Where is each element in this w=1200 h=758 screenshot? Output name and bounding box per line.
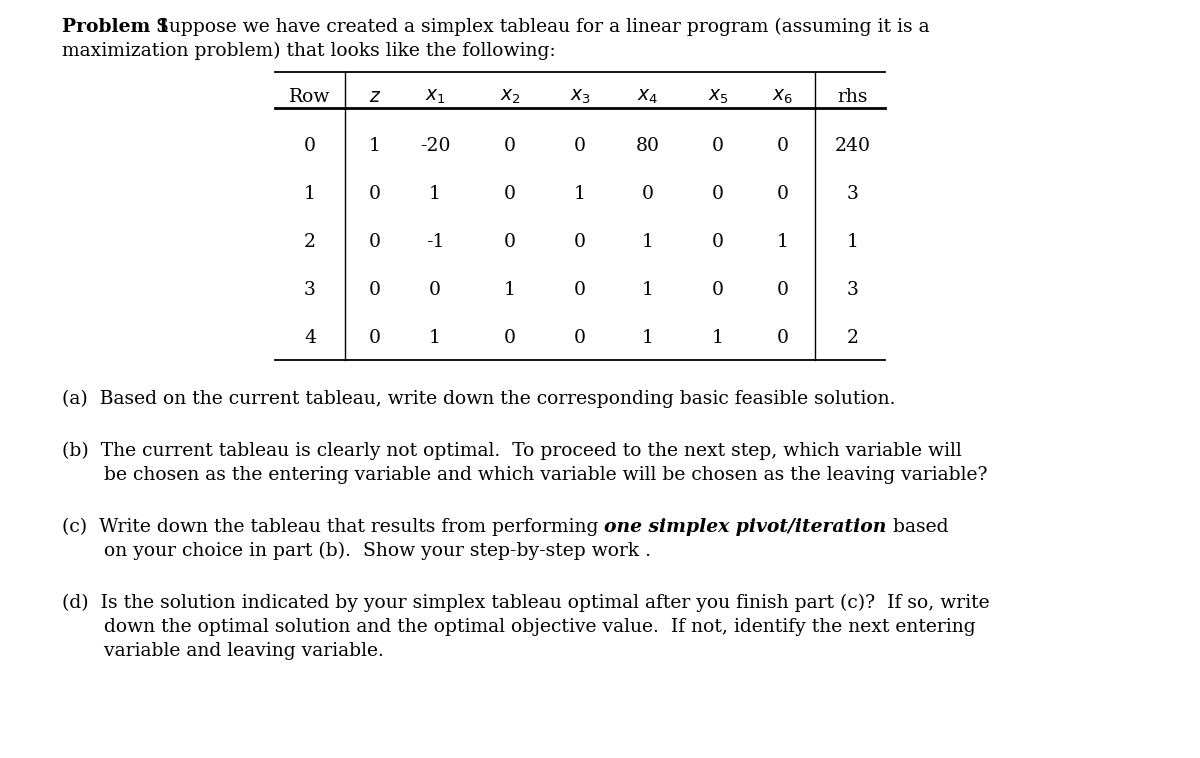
Text: 1: 1 — [430, 329, 440, 347]
Text: 1: 1 — [430, 185, 440, 203]
Text: 3: 3 — [304, 281, 316, 299]
Text: based: based — [887, 518, 948, 536]
Text: 1: 1 — [642, 329, 654, 347]
Text: 1: 1 — [778, 233, 788, 251]
Text: 1: 1 — [574, 185, 586, 203]
Text: 3: 3 — [847, 281, 859, 299]
Text: 0: 0 — [370, 185, 382, 203]
Text: 0: 0 — [778, 329, 790, 347]
Text: 2: 2 — [304, 233, 316, 251]
Text: $x_3$: $x_3$ — [570, 88, 590, 106]
Text: maximization problem) that looks like the following:: maximization problem) that looks like th… — [62, 42, 556, 60]
Text: 0: 0 — [574, 233, 586, 251]
Text: 0: 0 — [778, 281, 790, 299]
Text: (a)  Based on the current tableau, write down the corresponding basic feasible s: (a) Based on the current tableau, write … — [62, 390, 895, 409]
Text: rhs: rhs — [838, 88, 869, 106]
Text: 1: 1 — [712, 329, 724, 347]
Text: 4: 4 — [304, 329, 316, 347]
Text: Row: Row — [289, 88, 331, 106]
Text: variable and leaving variable.: variable and leaving variable. — [62, 642, 384, 660]
Text: Problem 1: Problem 1 — [62, 18, 170, 36]
Text: 0: 0 — [642, 185, 654, 203]
Text: 0: 0 — [430, 281, 442, 299]
Text: 0: 0 — [504, 329, 516, 347]
Text: on your choice in part (b).  Show your step-by-step work .: on your choice in part (b). Show your st… — [62, 542, 650, 560]
Text: 1: 1 — [370, 137, 380, 155]
Text: Suppose we have created a simplex tableau for a linear program (assuming it is a: Suppose we have created a simplex tablea… — [144, 18, 930, 36]
Text: 0: 0 — [304, 137, 316, 155]
Text: 0: 0 — [370, 281, 382, 299]
Text: 0: 0 — [574, 137, 586, 155]
Text: one simplex pivot/iteration: one simplex pivot/iteration — [605, 518, 887, 536]
Text: 0: 0 — [712, 281, 724, 299]
Text: down the optimal solution and the optimal objective value.  If not, identify the: down the optimal solution and the optima… — [62, 618, 976, 636]
Text: $z$: $z$ — [368, 88, 382, 106]
Text: 0: 0 — [712, 185, 724, 203]
Text: 1: 1 — [304, 185, 316, 203]
Text: 0: 0 — [504, 233, 516, 251]
Text: $x_6$: $x_6$ — [773, 88, 793, 106]
Text: 0: 0 — [778, 185, 790, 203]
Text: 1: 1 — [847, 233, 859, 251]
Text: 1: 1 — [642, 233, 654, 251]
Text: 1: 1 — [504, 281, 516, 299]
Text: -20: -20 — [420, 137, 450, 155]
Text: 80: 80 — [636, 137, 660, 155]
Text: 0: 0 — [504, 185, 516, 203]
Text: (c)  Write down the tableau that results from performing: (c) Write down the tableau that results … — [62, 518, 605, 536]
Text: $x_1$: $x_1$ — [425, 88, 445, 106]
Text: 0: 0 — [574, 329, 586, 347]
Text: -1: -1 — [426, 233, 444, 251]
Text: 0: 0 — [504, 137, 516, 155]
Text: 0: 0 — [712, 233, 724, 251]
Text: $x_4$: $x_4$ — [637, 88, 659, 106]
Text: 0: 0 — [778, 137, 790, 155]
Text: 0: 0 — [370, 233, 382, 251]
Text: 0: 0 — [370, 329, 382, 347]
Text: be chosen as the entering variable and which variable will be chosen as the leav: be chosen as the entering variable and w… — [62, 466, 988, 484]
Text: 2: 2 — [847, 329, 859, 347]
Text: 0: 0 — [574, 281, 586, 299]
Text: 240: 240 — [835, 137, 871, 155]
Text: (b)  The current tableau is clearly not optimal.  To proceed to the next step, w: (b) The current tableau is clearly not o… — [62, 442, 961, 460]
Text: $x_2$: $x_2$ — [499, 88, 521, 106]
Text: 3: 3 — [847, 185, 859, 203]
Text: 0: 0 — [712, 137, 724, 155]
Text: 1: 1 — [642, 281, 654, 299]
Text: $x_5$: $x_5$ — [708, 88, 728, 106]
Text: (d)  Is the solution indicated by your simplex tableau optimal after you finish : (d) Is the solution indicated by your si… — [62, 594, 990, 612]
